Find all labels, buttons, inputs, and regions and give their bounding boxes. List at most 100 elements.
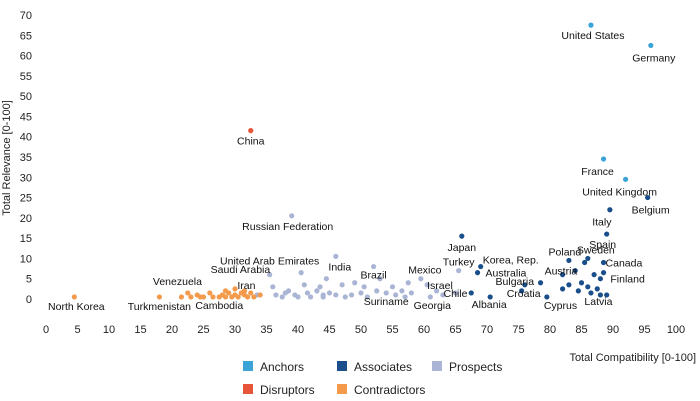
x-tick-label: 30 (229, 324, 241, 336)
x-tick-label: 65 (449, 324, 461, 336)
point-label: Poland (549, 246, 582, 258)
data-point-associates (572, 268, 578, 274)
point-label: Israel (427, 280, 453, 292)
point-label: Latvia (584, 296, 612, 308)
data-point-anchors (623, 176, 629, 182)
data-point-associates (591, 272, 597, 278)
x-tick-label: 85 (575, 324, 587, 336)
x-tick-label: 90 (607, 324, 619, 336)
data-point-associates (582, 259, 588, 266)
data-point-associates (597, 292, 604, 298)
data-point-associates (645, 194, 651, 201)
data-point-anchors (600, 156, 607, 162)
data-point-prospects (308, 294, 314, 300)
x-tick-label: 0 (43, 324, 49, 336)
point-label: Korea, Rep. (483, 255, 539, 267)
data-point-prospects (298, 270, 304, 276)
data-point-associates (600, 270, 607, 276)
legend-swatch (243, 361, 253, 371)
data-point-prospects (456, 268, 462, 274)
x-tick-label: 95 (638, 324, 650, 336)
point-label: North Korea (48, 301, 105, 313)
point-labels: United States Germany France United Kingdom… (48, 30, 676, 313)
legend-label: Disruptors (260, 383, 315, 397)
data-point-prospects (326, 290, 333, 296)
data-point-associates (585, 284, 591, 290)
point-label: France (581, 166, 614, 178)
data-point-associates (597, 276, 604, 282)
data-point-prospects (418, 276, 424, 282)
legend-swatch (243, 384, 253, 394)
data-point-prospects (342, 294, 348, 300)
point-label: Canada (606, 257, 643, 269)
data-point-associates (604, 231, 610, 237)
data-point-contradictors (248, 290, 254, 296)
y-tick-label: 10 (20, 253, 32, 265)
data-point-prospects (399, 288, 405, 294)
legend-label: Associates (354, 360, 412, 374)
data-point-prospects (339, 282, 345, 288)
point-label: Georgia (414, 300, 452, 312)
y-tick-label: 30 (20, 172, 32, 184)
legend-label: Contradictors (354, 383, 425, 397)
point-label: United Arab Emirates (220, 256, 319, 268)
x-tick-label: 100 (667, 324, 685, 336)
data-point-prospects (301, 282, 307, 288)
legend-swatch (432, 361, 442, 371)
data-point-contradictors (200, 294, 207, 300)
data-point-contradictors (207, 290, 213, 296)
y-tick-label: 70 (20, 10, 32, 22)
legend: Anchors Associates Prospects Disruptors Cont… (243, 360, 502, 397)
x-tick-label: 55 (386, 324, 398, 336)
x-tick-label: 75 (512, 324, 524, 336)
point-label: Finland (610, 274, 645, 286)
x-tick-label: 10 (103, 324, 115, 336)
y-tick-label: 60 (20, 51, 32, 63)
y-tick-label: 45 (20, 111, 32, 123)
point-label: Sweden (577, 244, 615, 256)
point-label: Chile (444, 288, 468, 300)
data-point-prospects (273, 292, 279, 298)
data-point-prospects (427, 294, 433, 300)
data-point-associates (600, 259, 607, 266)
data-point-prospects (361, 284, 367, 290)
point-label: China (237, 136, 265, 148)
y-tick-label: 20 (20, 213, 32, 225)
data-point-associates (604, 292, 610, 298)
x-axis-title: Total Compatibility [0-100] (569, 352, 696, 364)
data-point-associates (588, 290, 594, 296)
x-tick-label: 35 (260, 324, 272, 336)
y-tick-label: 5 (26, 274, 32, 286)
data-point-associates (560, 272, 566, 278)
point-label: Brazil (360, 270, 386, 282)
data-point-associates (468, 290, 474, 296)
point-label: Iran (237, 280, 255, 292)
y-tick-label: 15 (20, 233, 32, 245)
y-tick-label: 35 (20, 152, 32, 164)
data-point-associates (578, 280, 585, 286)
data-point-associates (478, 263, 484, 270)
point-label: Belgium (632, 205, 670, 217)
point-label: Japan (447, 242, 476, 254)
data-point-associates (560, 286, 566, 292)
data-point-prospects (289, 213, 295, 219)
y-tick-label: 55 (20, 71, 32, 83)
data-point-contradictors (188, 294, 194, 300)
data-point-contradictors (257, 292, 263, 298)
data-point-prospects (333, 253, 339, 259)
data-point-prospects (374, 288, 380, 294)
data-point-prospects (383, 290, 389, 296)
data-point-associates (474, 270, 481, 276)
y-tick-label: 40 (20, 132, 32, 144)
data-point-associates (522, 282, 528, 288)
data-point-anchors (648, 42, 654, 49)
data-point-prospects (393, 292, 399, 298)
x-tick-label: 45 (323, 324, 335, 336)
y-tick-label: 50 (20, 91, 32, 103)
point-label: Suriname (364, 296, 409, 308)
point-label: Mexico (408, 265, 441, 277)
x-tick-label: 70 (481, 324, 493, 336)
data-points (71, 22, 654, 300)
data-point-prospects (452, 290, 459, 296)
legend-label: Anchors (260, 360, 304, 374)
